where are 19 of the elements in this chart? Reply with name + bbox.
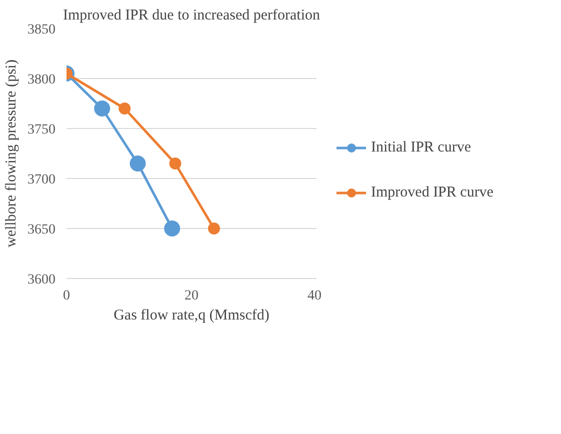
point <box>169 158 182 170</box>
y-tick-label: 3750 <box>28 122 56 138</box>
point <box>208 222 220 234</box>
y-axis-title: wellbore flowing pressure (psi) <box>4 60 20 248</box>
chart-title: Improved IPR due to increased perforation <box>63 8 320 24</box>
x-tick-label: 40 <box>308 288 322 304</box>
point <box>164 220 180 236</box>
x-tick-label: 20 <box>184 288 198 304</box>
y-tick-label: 3650 <box>28 222 56 238</box>
x-tick-label: 0 <box>63 288 70 304</box>
legend-label: Improved IPR curve <box>371 184 494 201</box>
point <box>130 156 146 172</box>
point <box>118 102 131 114</box>
legend-label: Initial IPR curve <box>371 139 471 156</box>
y-tick-label: 3700 <box>28 172 56 188</box>
x-axis-title: Gas flow rate,q (Mmscfd) <box>114 308 270 324</box>
y-tick-label: 3850 <box>28 22 56 38</box>
y-tick-label: 3800 <box>28 72 56 88</box>
y-tick-label: 3600 <box>28 272 56 288</box>
